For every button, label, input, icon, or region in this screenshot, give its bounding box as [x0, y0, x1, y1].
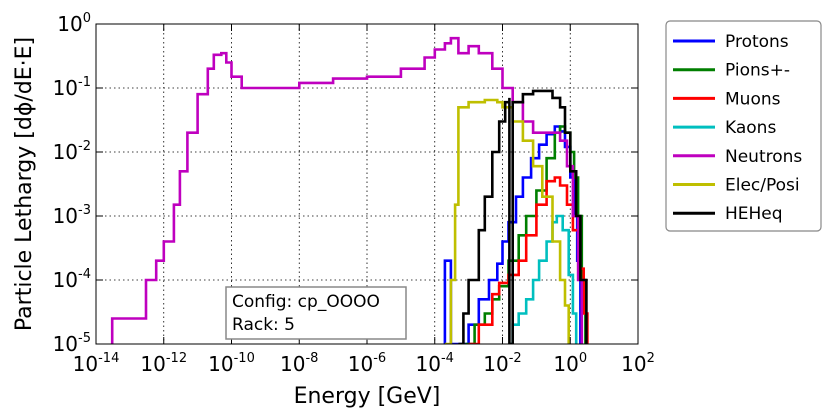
- legend-label-muons: Muons: [725, 89, 781, 109]
- x-tick-label: 10-2: [483, 351, 521, 376]
- annotation-line-config: Config: cp_OOOO: [232, 292, 380, 312]
- x-tick-label: 100: [553, 351, 587, 376]
- y-tick-label: 10-2: [53, 139, 91, 164]
- legend-label-heheq: HEHeq: [725, 204, 783, 224]
- series-layer: [110, 36, 589, 344]
- x-tick-label: 10-12: [140, 351, 187, 376]
- y-tick-label: 10-3: [53, 203, 91, 228]
- legend-label-pions: Pions+-: [725, 61, 790, 81]
- x-tick-label: 10-6: [348, 351, 386, 376]
- ticks: 10-14 10-12 10-10 10-8 10-6 10-4 10-2 100 102 10-…: [53, 11, 655, 376]
- y-tick-label: 10-5: [53, 331, 91, 356]
- legend-label-protons: Protons: [725, 32, 789, 52]
- x-axis-title: Energy [GeV]: [294, 384, 441, 409]
- x-tick-label: 10-10: [208, 351, 255, 376]
- legend: Protons Pions+- Muons Kaons Neutrons Elec/Pos…: [665, 20, 822, 232]
- y-tick-label: 10-4: [53, 267, 91, 292]
- y-tick-label: 10-1: [53, 75, 91, 100]
- y-tick-label: 100: [57, 11, 91, 36]
- annotation-line-rack: Rack: 5: [232, 315, 295, 335]
- x-tick-label: 102: [621, 351, 655, 376]
- x-tick-label: 10-4: [416, 351, 454, 376]
- legend-label-kaons: Kaons: [725, 118, 776, 138]
- legend-label-elec-posi: Elec/Posi: [725, 176, 800, 196]
- x-tick-label: 10-14: [73, 351, 120, 376]
- series-line-elec-posi: [444, 98, 570, 344]
- y-axis-title: Particle Lethargy [dϕ/dE·E]: [12, 37, 37, 331]
- series-line-kaons: [508, 214, 578, 344]
- legend-label-neutrons: Neutrons: [725, 147, 802, 167]
- series-line-neutrons: [110, 36, 584, 344]
- annotation-box: Config: cp_OOOO Rack: 5: [225, 286, 407, 340]
- x-tick-label: 10-8: [280, 351, 318, 376]
- legend-frame: [665, 20, 822, 232]
- series-line-heheq: [458, 89, 588, 344]
